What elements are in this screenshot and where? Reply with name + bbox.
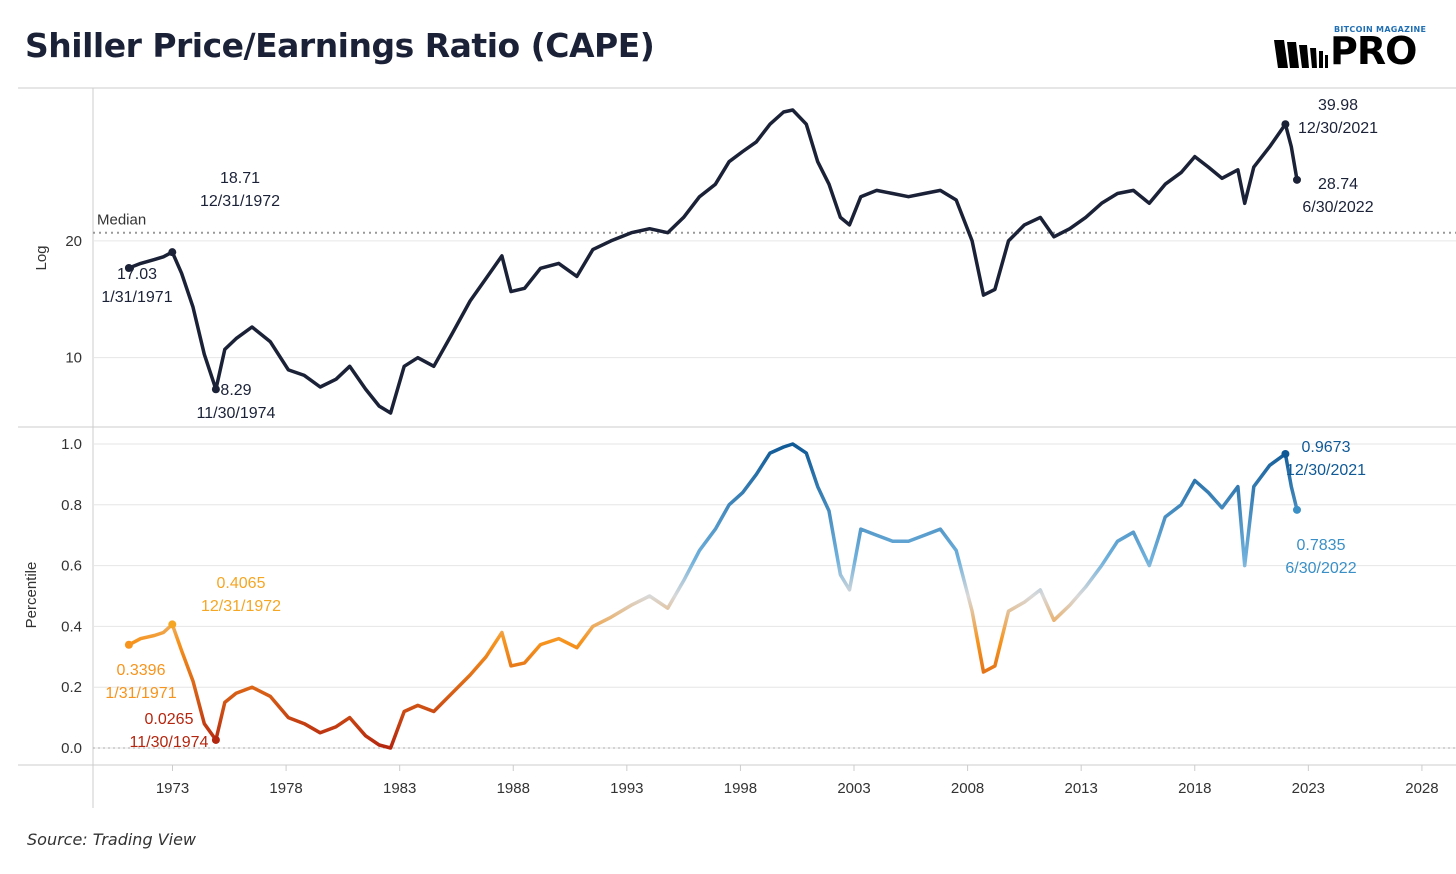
x-tick-label: 2018	[1178, 780, 1211, 797]
top-y-tick-label: 10	[65, 350, 82, 367]
bottom-y-tick-label: 0.8	[61, 497, 82, 514]
x-tick-label: 2023	[1292, 780, 1325, 797]
cape-series-line	[128, 108, 1299, 415]
logo-top-text: BITCOIN MAGAZINE	[1334, 25, 1427, 34]
bottom-y-tick-label: 0.4	[61, 618, 82, 635]
bottom-annotations: 0.3396 1/31/1971 0.4065 12/31/1972 0.0265 11/…	[105, 439, 1366, 751]
top-point-marker	[168, 248, 177, 257]
logo-bars-icon	[1274, 40, 1328, 68]
x-tick-label: 1978	[269, 780, 302, 797]
bottom-y-tick-label: 0.6	[61, 558, 82, 575]
top-value-label: 28.74	[1318, 176, 1358, 193]
x-tick-label: 2003	[837, 780, 870, 797]
top-y-ticks: 10 20	[65, 233, 82, 367]
bottom-point-marker	[1281, 449, 1290, 458]
x-tick-label: 1973	[156, 780, 189, 797]
bottom-point-marker	[211, 735, 220, 744]
x-tick-label: 1998	[724, 780, 757, 797]
bitcoin-magazine-pro-logo: BITCOIN MAGAZINE PRO	[1272, 22, 1442, 78]
bottom-date-label: 11/30/1974	[130, 734, 209, 751]
bottom-y-tick-label: 0.2	[61, 679, 82, 696]
chart-title: Shiller Price/Earnings Ratio (CAPE)	[25, 26, 655, 65]
bottom-point-marker	[168, 620, 177, 629]
bottom-value-label: 0.7835	[1297, 537, 1346, 554]
top-point-marker	[1281, 120, 1290, 129]
top-y-axis-label: Log	[33, 245, 50, 270]
source-note: Source: Trading View	[27, 830, 196, 849]
top-panel-grid	[93, 240, 1456, 359]
top-value-label: 18.71	[220, 170, 260, 187]
logo-main-text: PRO	[1330, 29, 1417, 73]
x-tick-label: 2013	[1064, 780, 1097, 797]
top-value-label: 8.29	[220, 382, 251, 399]
bottom-date-label: 12/31/1972	[201, 598, 281, 615]
bottom-value-label: 0.4065	[217, 575, 266, 592]
top-date-label: 11/30/1974	[197, 405, 276, 422]
x-tick-label: 2028	[1405, 780, 1438, 797]
top-date-label: 1/31/1971	[101, 289, 172, 306]
top-value-label: 17.03	[117, 266, 157, 283]
x-tick-label: 1988	[497, 780, 530, 797]
bottom-panel-grid	[93, 443, 1456, 749]
x-tick-label: 1983	[383, 780, 416, 797]
bottom-date-label: 12/30/2021	[1286, 462, 1366, 479]
bottom-point-marker	[1292, 505, 1301, 514]
x-tick-label: 1993	[610, 780, 643, 797]
x-tick-label: 2008	[951, 780, 984, 797]
top-annotations: 17.03 1/31/1971 18.71 12/31/1972 8.29 11/30/1…	[101, 97, 1378, 422]
bottom-value-label: 0.9673	[1302, 439, 1351, 456]
bottom-date-label: 1/31/1971	[105, 685, 176, 702]
bottom-y-tick-label: 0.0	[61, 740, 82, 757]
bottom-value-label: 0.3396	[117, 662, 166, 679]
top-value-label: 39.98	[1318, 97, 1358, 114]
bottom-y-ticks: 0.0 0.2 0.4 0.6 0.8 1.0	[61, 436, 82, 757]
top-y-tick-label: 20	[65, 233, 82, 250]
top-date-label: 6/30/2022	[1302, 199, 1373, 216]
percentile-series-line	[128, 442, 1299, 750]
top-point-marker	[211, 385, 220, 394]
bottom-value-label: 0.0265	[145, 711, 194, 728]
top-point-marker	[124, 263, 133, 272]
median-label: Median	[97, 212, 146, 229]
top-point-marker	[1292, 175, 1301, 184]
bottom-point-marker	[124, 640, 133, 649]
x-ticks: 1973 1978 1983 1988 1993 1998 2003 2008 2013 2018…	[156, 765, 1439, 797]
top-date-label: 12/31/1972	[200, 193, 280, 210]
top-date-label: 12/30/2021	[1298, 120, 1378, 137]
bottom-date-label: 6/30/2022	[1285, 560, 1356, 577]
bottom-y-axis-label: Percentile	[23, 562, 40, 629]
bottom-y-tick-label: 1.0	[61, 436, 82, 453]
